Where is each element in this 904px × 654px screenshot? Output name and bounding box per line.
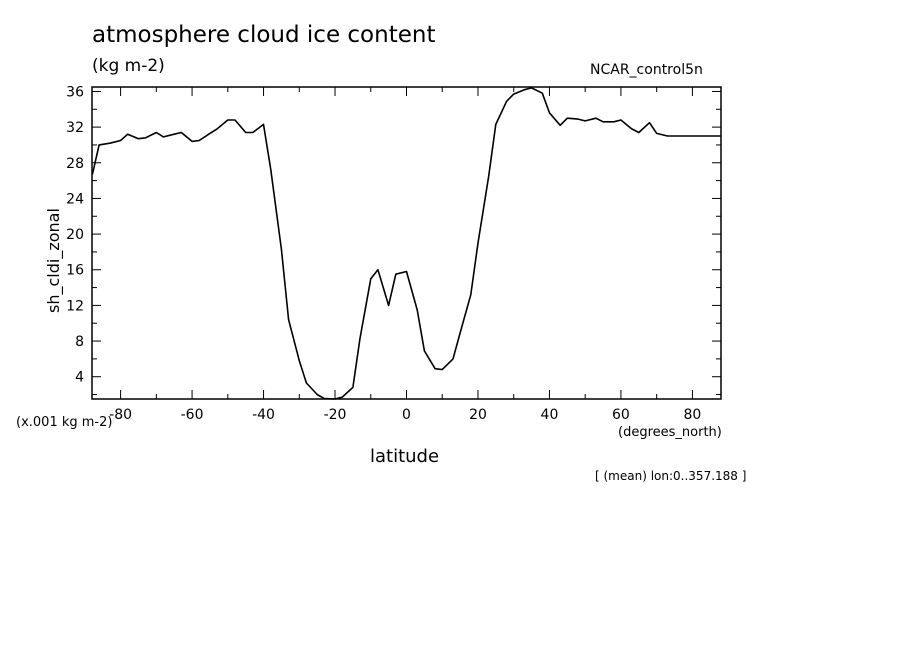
y-tick-label: 32: [66, 120, 84, 136]
series-line: [91, 87, 721, 400]
y-scale-note: (x.001 kg m-2): [16, 415, 113, 430]
y-tick-label: 16: [66, 263, 84, 279]
x-tick-label: 80: [683, 407, 701, 423]
y-tick-label: 12: [66, 298, 84, 314]
x-tick-label: 20: [469, 407, 487, 423]
x-tick-label: -80: [109, 407, 132, 423]
y-tick-label: 8: [75, 334, 84, 350]
y-tick-label: 4: [75, 370, 84, 386]
x-tick-label: 60: [612, 407, 630, 423]
x-tick-label: -60: [181, 407, 204, 423]
x-tick-label: 40: [541, 407, 559, 423]
chart-title: atmosphere cloud ice content: [92, 22, 436, 48]
plot-frame: [91, 86, 722, 400]
y-tick-label: 24: [66, 191, 84, 207]
chart-subtitle: [ (mean) lon:0..357.188 ]: [595, 469, 747, 483]
y-tick-label: 36: [66, 84, 84, 100]
dataset-label: NCAR_control5n: [590, 62, 703, 78]
y-tick-label: 28: [66, 156, 84, 172]
x-tick-label: -40: [252, 407, 275, 423]
x-tick-label: 0: [402, 407, 411, 423]
y-tick-label: 20: [66, 227, 84, 243]
units-label: (kg m-2): [92, 56, 165, 76]
x-tick-label: -20: [324, 407, 347, 423]
x-axis-label: latitude: [370, 446, 440, 467]
x-units-note: (degrees_north): [618, 425, 722, 440]
